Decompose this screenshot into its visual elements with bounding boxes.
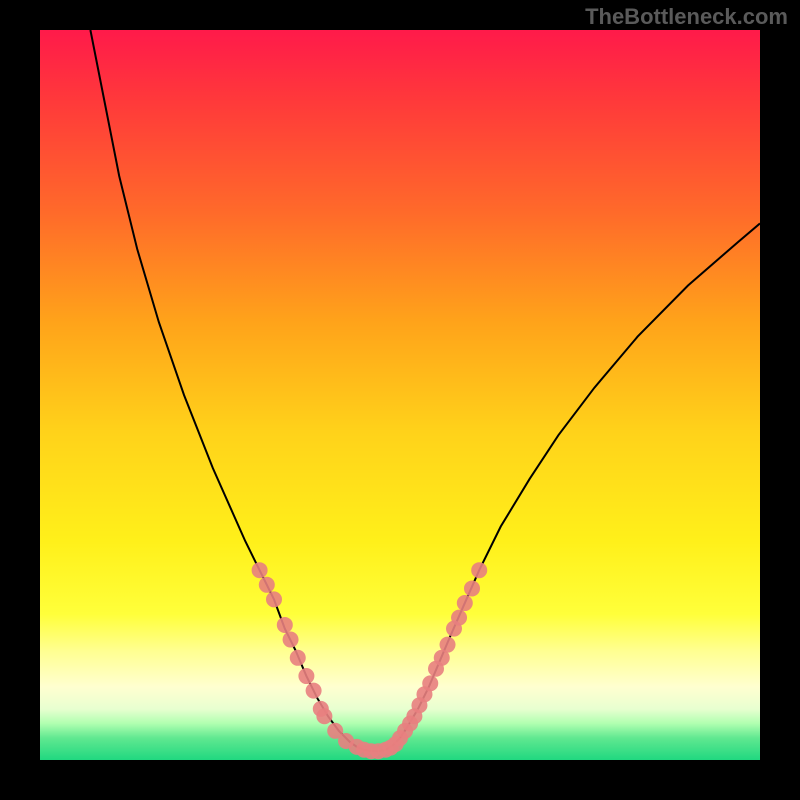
data-marker (457, 595, 473, 611)
data-marker (298, 668, 314, 684)
data-marker (277, 617, 293, 633)
chart-svg (40, 30, 760, 760)
data-marker (266, 591, 282, 607)
data-marker (471, 562, 487, 578)
watermark-text: TheBottleneck.com (585, 4, 788, 30)
data-marker (306, 683, 322, 699)
data-marker (283, 632, 299, 648)
data-marker (440, 637, 456, 653)
plot-area (40, 30, 760, 760)
data-marker (451, 610, 467, 626)
data-marker (290, 650, 306, 666)
data-marker (316, 708, 332, 724)
gradient-background (40, 30, 760, 760)
data-marker (464, 580, 480, 596)
data-marker (259, 577, 275, 593)
data-marker (252, 562, 268, 578)
data-marker (422, 675, 438, 691)
